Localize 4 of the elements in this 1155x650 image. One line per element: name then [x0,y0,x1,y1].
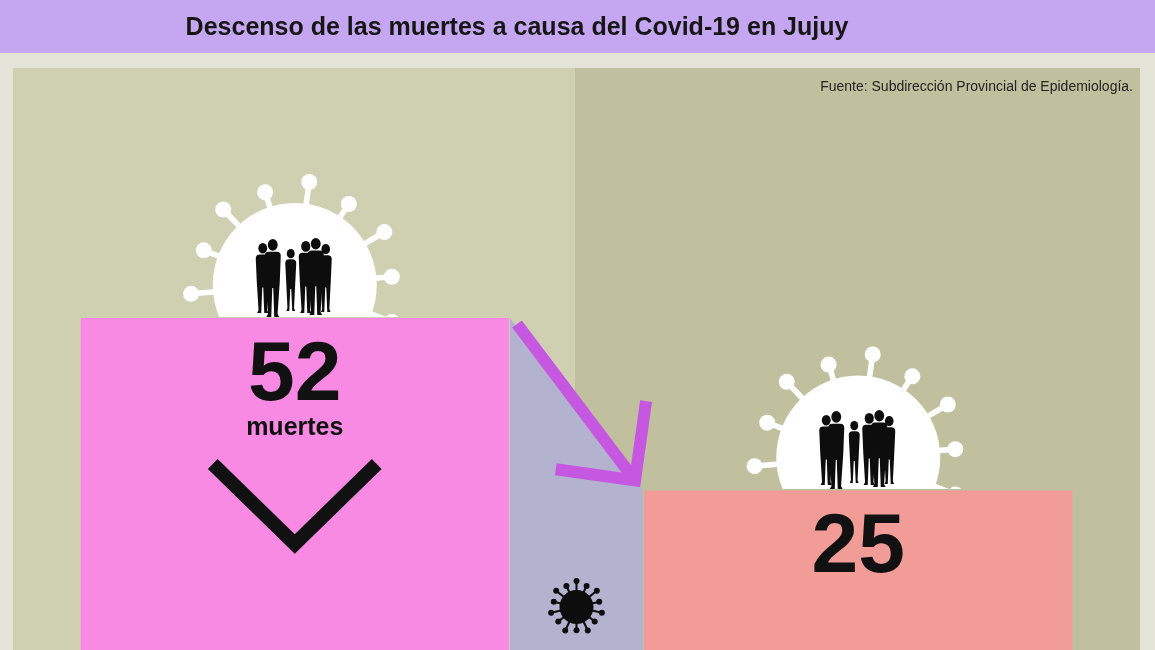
source-note: Fuente: Subdirección Provincial de Epidemiología. [820,77,1133,96]
chart-title: Descenso de las muertes a causa del Covid-19 en Jujuy [184,11,850,42]
data-label: 25 [811,496,905,591]
data-label: 52 muertes [246,324,344,440]
